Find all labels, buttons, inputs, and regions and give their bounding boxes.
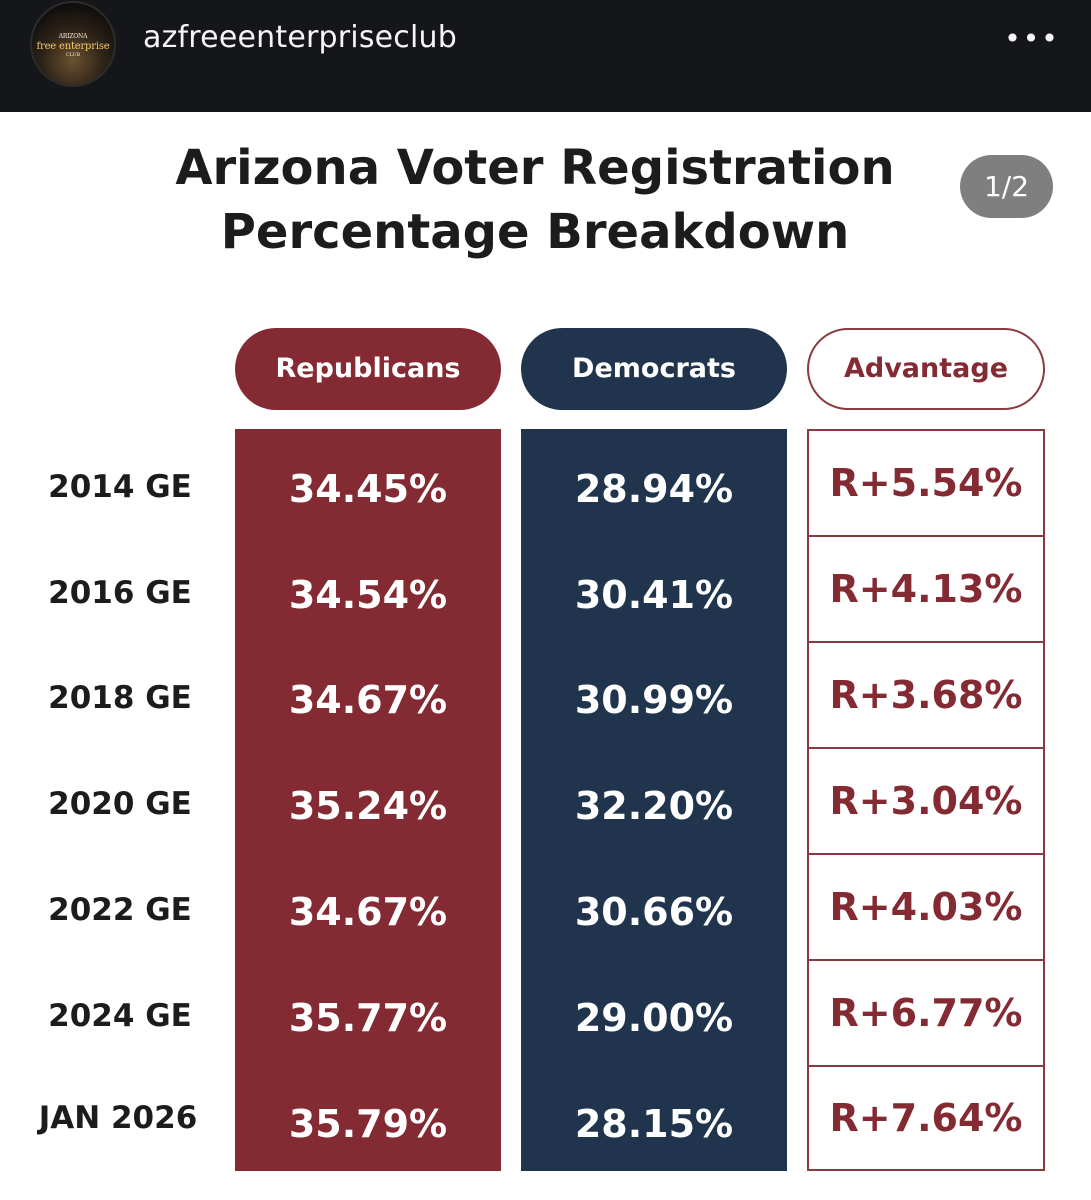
democrat-value: 32.20% [574, 784, 734, 828]
title-line-2: Percentage Breakdown [220, 204, 850, 260]
row-label: 2024 GE [48, 998, 192, 1034]
row-label: 2022 GE [48, 892, 192, 928]
advantage-value: R+4.03% [807, 853, 1045, 961]
profile-avatar[interactable]: ARIZONA free enterprise CLUB [30, 1, 116, 87]
advantage-value: R+5.54% [807, 429, 1045, 537]
row-label: 2020 GE [48, 786, 192, 822]
avatar-logo: ARIZONA free enterprise CLUB [36, 33, 110, 58]
democrat-value: 30.99% [574, 678, 734, 722]
carousel-page-indicator: 1/2 [960, 155, 1053, 218]
title-line-1: Arizona Voter Registration [175, 140, 895, 196]
advantage-value: R+3.04% [807, 747, 1045, 855]
republicans-header: Republicans [235, 328, 501, 410]
more-horizontal-icon: ••• [1004, 22, 1060, 55]
row-label: 2014 GE [48, 469, 192, 505]
advantage-value: R+7.64% [807, 1065, 1045, 1171]
advantage-value: R+4.13% [807, 535, 1045, 643]
democrat-value: 29.00% [574, 996, 734, 1040]
democrats-header: Democrats [521, 328, 787, 410]
username-link[interactable]: azfreeenterpriseclub [143, 20, 457, 55]
republican-value: 35.79% [288, 1102, 448, 1146]
slide-title: Arizona Voter Registration Percentage Br… [60, 136, 1010, 264]
row-label: 2016 GE [48, 575, 192, 611]
republican-value: 35.77% [288, 996, 448, 1040]
democrats-column [521, 429, 787, 1171]
republicans-column [235, 429, 501, 1171]
democrat-value: 28.15% [574, 1102, 734, 1146]
advantage-value: R+6.77% [807, 959, 1045, 1067]
advantage-header: Advantage [807, 328, 1045, 410]
republican-value: 35.24% [288, 784, 448, 828]
republican-value: 34.67% [288, 890, 448, 934]
row-label: 2018 GE [48, 680, 192, 716]
republican-value: 34.67% [288, 678, 448, 722]
democrat-value: 30.66% [574, 890, 734, 934]
advantage-value: R+3.68% [807, 641, 1045, 749]
republican-value: 34.45% [288, 467, 448, 511]
democrat-value: 28.94% [574, 467, 734, 511]
row-label: JAN 2026 [38, 1100, 198, 1136]
post-header: ARIZONA free enterprise CLUB azfreeenter… [0, 0, 1091, 112]
republican-value: 34.54% [288, 573, 448, 617]
democrat-value: 30.41% [574, 573, 734, 617]
more-options-button[interactable]: ••• [1004, 24, 1060, 54]
